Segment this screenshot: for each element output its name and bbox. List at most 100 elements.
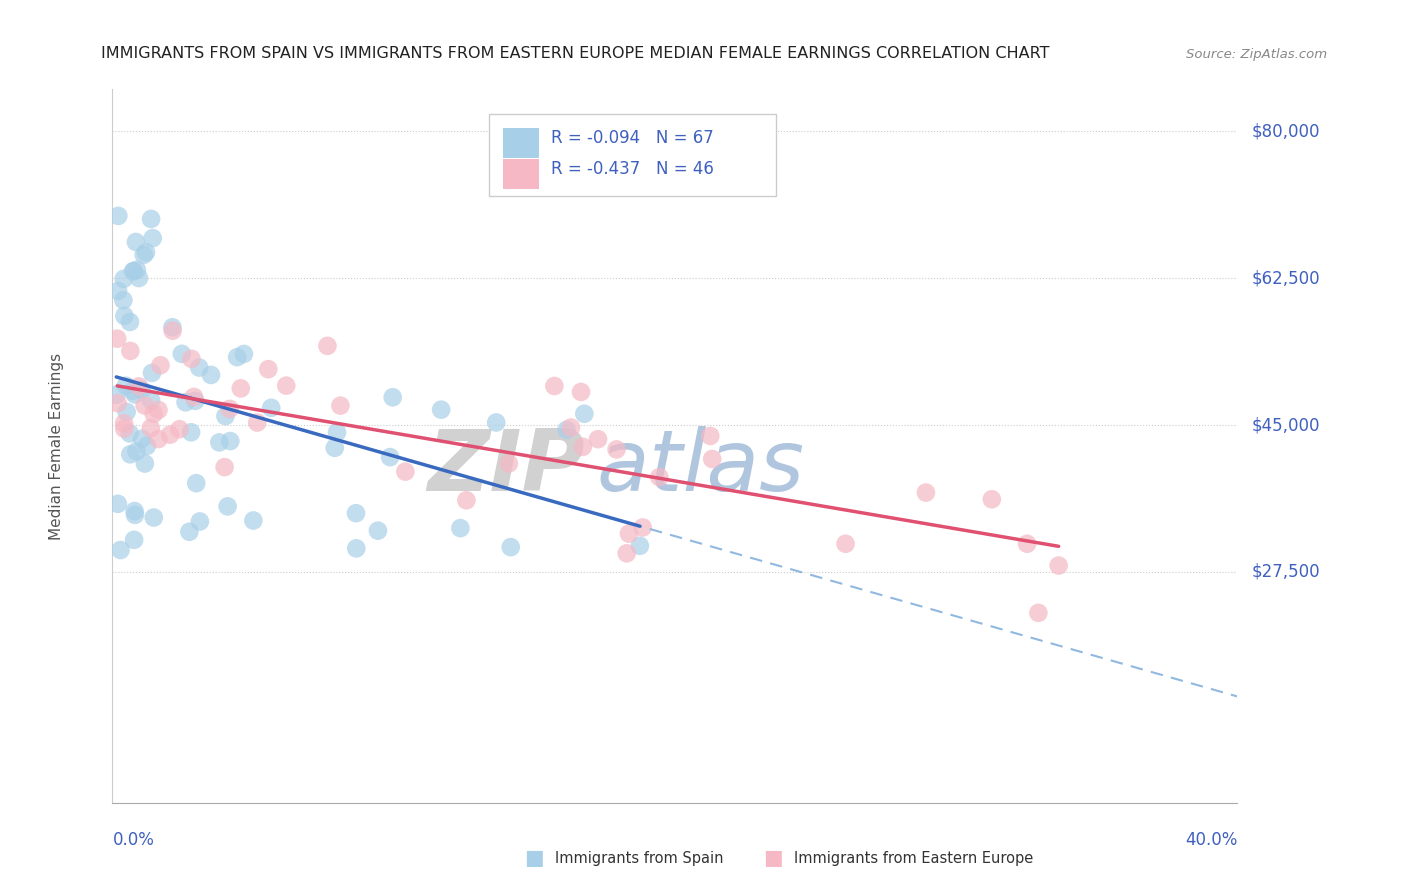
Point: [141, 366, 163, 380]
Point: [105, 332, 128, 346]
Point: [219, 434, 242, 448]
Point: [107, 209, 129, 223]
Point: [316, 339, 339, 353]
Point: [122, 264, 145, 278]
Point: [214, 409, 236, 423]
Point: [128, 379, 150, 393]
Point: [232, 347, 254, 361]
Point: [115, 378, 138, 392]
Point: [214, 460, 236, 475]
Point: [162, 320, 184, 334]
Point: [257, 362, 280, 376]
Point: [543, 379, 565, 393]
Text: atlas: atlas: [596, 425, 804, 509]
Point: [125, 235, 148, 249]
Point: [188, 360, 211, 375]
Point: [572, 440, 595, 454]
Point: [555, 423, 578, 437]
Point: [329, 399, 352, 413]
Point: [276, 378, 298, 392]
Point: [186, 476, 208, 491]
Point: [498, 457, 520, 471]
Point: [1028, 606, 1050, 620]
Text: IMMIGRANTS FROM SPAIN VS IMMIGRANTS FROM EASTERN EUROPE MEDIAN FEMALE EARNINGS C: IMMIGRANTS FROM SPAIN VS IMMIGRANTS FROM…: [101, 45, 1050, 61]
Point: [128, 271, 150, 285]
Point: [430, 402, 453, 417]
Point: [702, 452, 724, 467]
Point: [139, 421, 162, 435]
Text: 0.0%: 0.0%: [112, 831, 155, 849]
Text: $80,000: $80,000: [1251, 122, 1320, 140]
Point: [834, 537, 856, 551]
Point: [112, 422, 135, 436]
Point: [179, 524, 201, 539]
Text: Median Female Earnings: Median Female Earnings: [49, 352, 63, 540]
Point: [183, 390, 205, 404]
Text: R = -0.094   N = 67: R = -0.094 N = 67: [551, 128, 714, 146]
Point: [121, 384, 143, 398]
Text: R = -0.437   N = 46: R = -0.437 N = 46: [551, 161, 714, 178]
Point: [139, 211, 162, 226]
Point: [485, 416, 508, 430]
Point: [125, 444, 148, 458]
Bar: [503, 128, 538, 159]
Point: [381, 390, 404, 404]
Point: [200, 368, 222, 382]
Point: [344, 541, 367, 556]
Point: [229, 381, 252, 395]
Point: [631, 520, 654, 534]
Point: [148, 432, 170, 446]
Point: [499, 540, 522, 554]
Point: [142, 231, 165, 245]
Point: [617, 526, 640, 541]
Point: [569, 384, 592, 399]
Point: [112, 309, 135, 323]
Point: [131, 383, 153, 397]
Point: [242, 514, 264, 528]
Text: 40.0%: 40.0%: [1185, 831, 1237, 849]
Point: [134, 457, 156, 471]
Point: [616, 546, 638, 560]
Point: [586, 432, 609, 446]
Point: [606, 442, 628, 457]
Point: [323, 441, 346, 455]
Point: [136, 439, 159, 453]
Point: [107, 396, 129, 410]
Point: [112, 293, 135, 308]
Point: [120, 343, 142, 358]
Point: [208, 435, 231, 450]
Point: [142, 510, 165, 524]
Point: [367, 524, 389, 538]
Point: [134, 399, 156, 413]
Point: [132, 248, 155, 262]
Text: ■: ■: [763, 848, 783, 868]
Text: $45,000: $45,000: [1251, 416, 1320, 434]
Point: [118, 426, 141, 441]
Point: [174, 395, 197, 409]
Point: [120, 447, 142, 461]
Point: [560, 420, 582, 434]
Point: [122, 264, 145, 278]
Point: [217, 500, 239, 514]
Point: [344, 506, 367, 520]
Point: [105, 388, 128, 402]
Point: [148, 403, 170, 417]
Point: [180, 425, 202, 440]
Bar: [489, 114, 776, 196]
Point: [915, 485, 938, 500]
Text: ■: ■: [524, 848, 544, 868]
Point: [115, 405, 138, 419]
Text: Immigrants from Eastern Europe: Immigrants from Eastern Europe: [794, 851, 1033, 865]
Point: [980, 492, 1002, 507]
Point: [218, 401, 240, 416]
Text: Source: ZipAtlas.com: Source: ZipAtlas.com: [1187, 47, 1327, 61]
Point: [260, 401, 283, 415]
Point: [226, 350, 249, 364]
Text: Immigrants from Spain: Immigrants from Spain: [555, 851, 724, 865]
Point: [118, 315, 141, 329]
Point: [124, 508, 146, 522]
Point: [170, 347, 193, 361]
Point: [122, 533, 145, 547]
Point: [169, 422, 191, 436]
Bar: [503, 159, 538, 189]
